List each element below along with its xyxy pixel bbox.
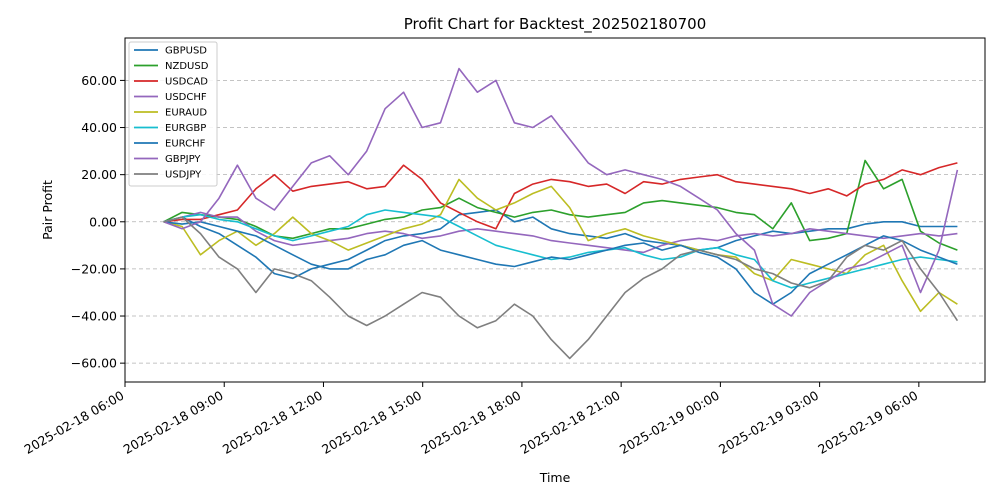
y-axis-label: Pair Profit <box>40 180 55 240</box>
series-line-euraud <box>163 178 958 313</box>
legend-entry-euraud: EURAUD <box>165 108 207 119</box>
y-tick-label: −20.00 <box>71 261 117 276</box>
y-tick-label: −40.00 <box>71 309 117 324</box>
legend-entry-gbpusd: GBPUSD <box>165 46 207 57</box>
series-line-usdcad <box>163 162 958 230</box>
y-axis-ticks: 60.00 40.00 20.00 0.00 −20.00 −40.00 −60.00 <box>71 73 125 371</box>
legend-entry-usdjpy: USDJPY <box>165 170 202 181</box>
legend-entry-nzdusd: NZDUSD <box>165 61 209 72</box>
x-tick-label: 2025-02-19 00:00 <box>617 388 722 457</box>
x-tick-label: 2025-02-18 12:00 <box>220 388 325 457</box>
legend-entry-eurchf: EURCHF <box>165 139 206 150</box>
legend-box <box>128 41 218 187</box>
series-line-usdchf <box>163 211 958 254</box>
series-line-gbpusd <box>163 209 958 280</box>
x-tick-label: 2025-02-18 06:00 <box>21 388 126 457</box>
series-line-eurchf <box>163 221 958 306</box>
series-line-nzdusd <box>163 159 958 251</box>
legend-entry-usdchf: USDCHF <box>165 92 207 103</box>
y-tick-label: 20.00 <box>81 167 117 182</box>
x-tick-label: 2025-02-19 03:00 <box>716 388 821 457</box>
legend-entry-gbpjpy: GBPJPY <box>165 154 201 165</box>
x-tick-label: 2025-02-18 09:00 <box>121 388 226 457</box>
x-tick-label: 2025-02-18 15:00 <box>319 388 424 457</box>
x-tick-label: 2025-02-18 18:00 <box>418 388 523 457</box>
chart-title: Profit Chart for Backtest_202502180700 <box>404 15 707 34</box>
series-lines <box>163 67 959 360</box>
y-tick-label: 60.00 <box>81 73 117 88</box>
grid-lines <box>125 80 985 364</box>
plot-frame <box>124 37 986 383</box>
y-tick-label: 0.00 <box>89 214 117 229</box>
legend-entry-eurgbp: EURGBP <box>165 123 206 134</box>
legend: GBPUSD NZDUSD USDCAD USDCHF EURAUD EURGBP EURC… <box>128 41 218 187</box>
x-tick-label: 2025-02-19 06:00 <box>815 388 920 457</box>
x-tick-label: 2025-02-18 21:00 <box>518 388 623 457</box>
series-line-usdjpy <box>163 216 959 360</box>
legend-entry-usdcad: USDCAD <box>165 77 208 88</box>
x-axis-label: Time <box>539 470 571 485</box>
y-tick-label: −60.00 <box>71 356 117 371</box>
y-tick-label: 40.00 <box>81 120 117 135</box>
